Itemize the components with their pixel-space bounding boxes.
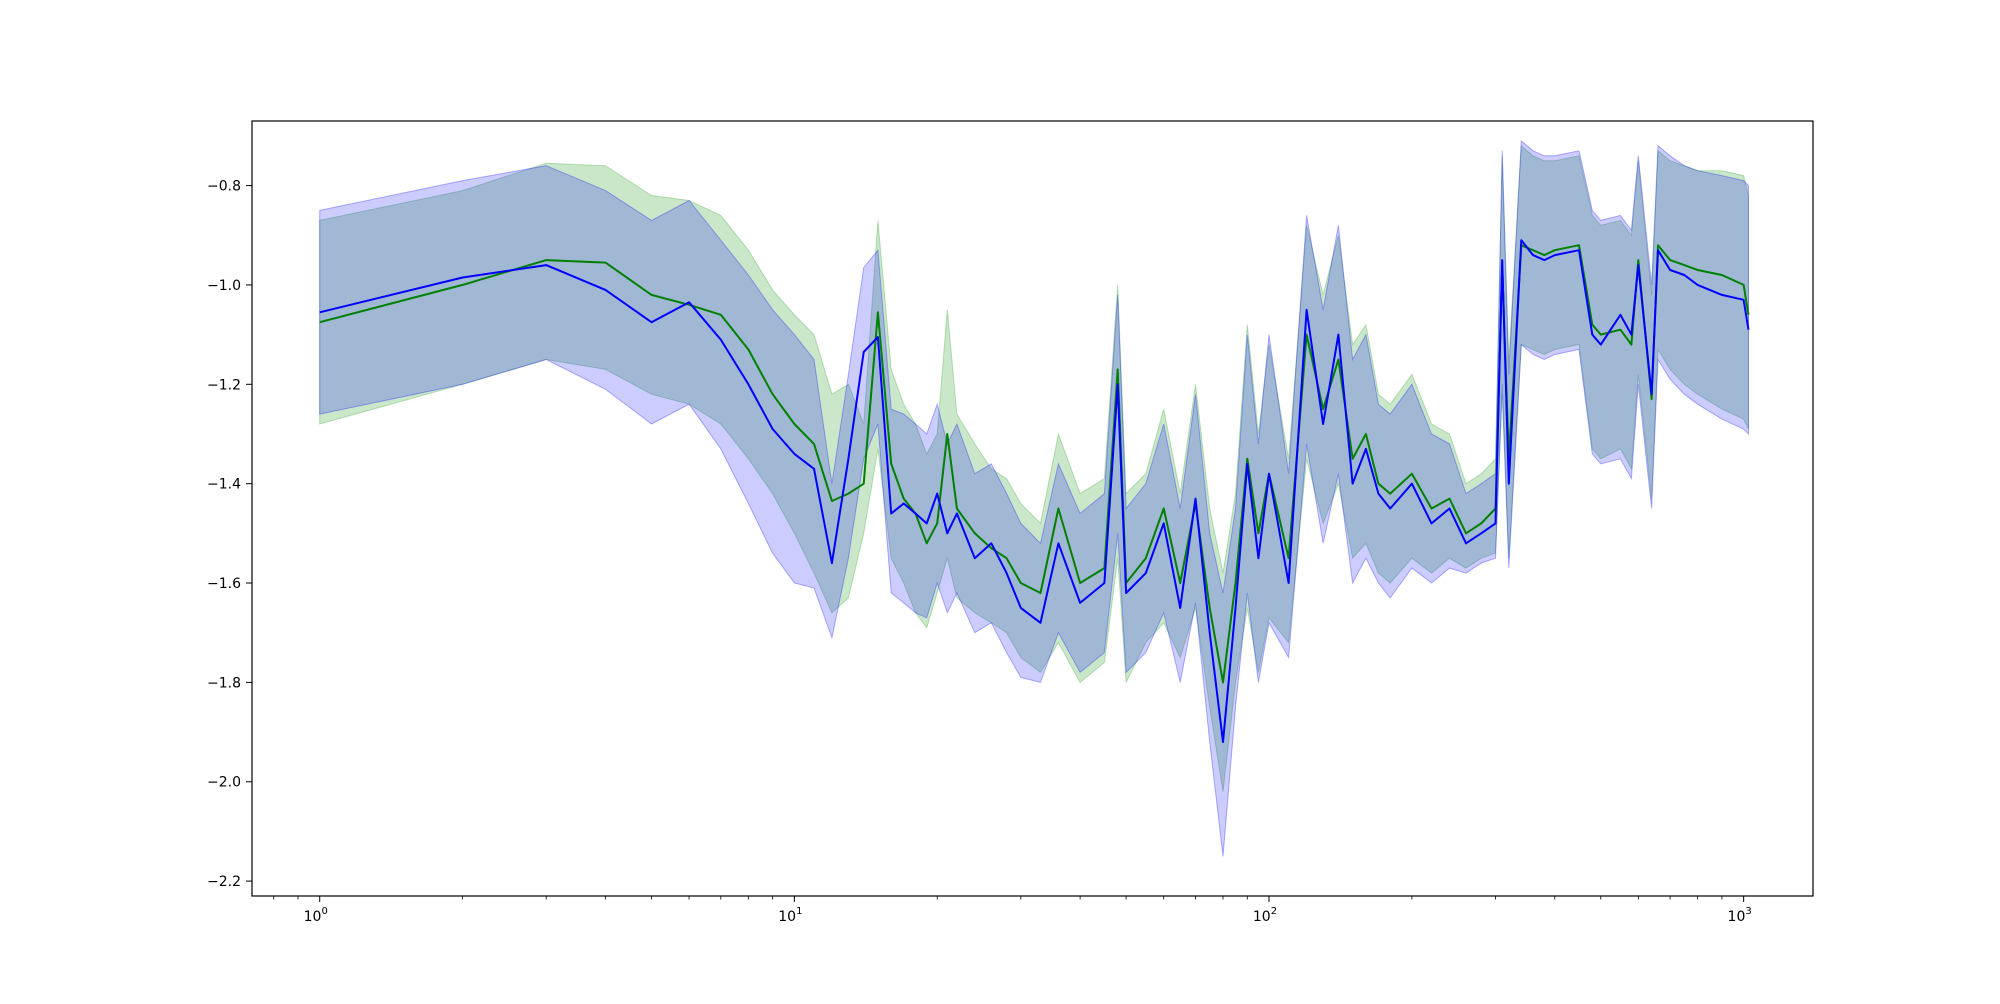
- x-tick-label: 100: [304, 906, 328, 925]
- x-tick-label: 102: [1253, 906, 1277, 925]
- y-tick-label: −1.6: [207, 576, 241, 592]
- series-1-band: [319, 144, 1749, 792]
- series-lines: [319, 239, 1750, 743]
- series-1-line: [319, 244, 1750, 684]
- y-tick-label: −2.0: [207, 775, 241, 791]
- axis-ticks: −0.8 −1.0 −1.2 −1.4 −1.6 −1.8 −2.0 −2.2 100 101 10…: [207, 179, 1752, 925]
- plot-area-frame: [251, 120, 1814, 897]
- x-tick-label: 103: [1728, 906, 1752, 925]
- x-tick-label: 101: [778, 906, 802, 925]
- confidence-bands: [319, 139, 1749, 857]
- y-tick-label: −1.2: [207, 377, 241, 393]
- series-2-line: [319, 239, 1750, 743]
- series-2-band: [319, 139, 1749, 857]
- y-tick-label: −1.8: [207, 675, 241, 691]
- y-tick-label: −0.8: [207, 179, 241, 195]
- y-tick-label: −1.0: [207, 278, 241, 294]
- y-tick-label: −1.4: [207, 477, 241, 493]
- y-tick-label: −2.2: [207, 874, 241, 890]
